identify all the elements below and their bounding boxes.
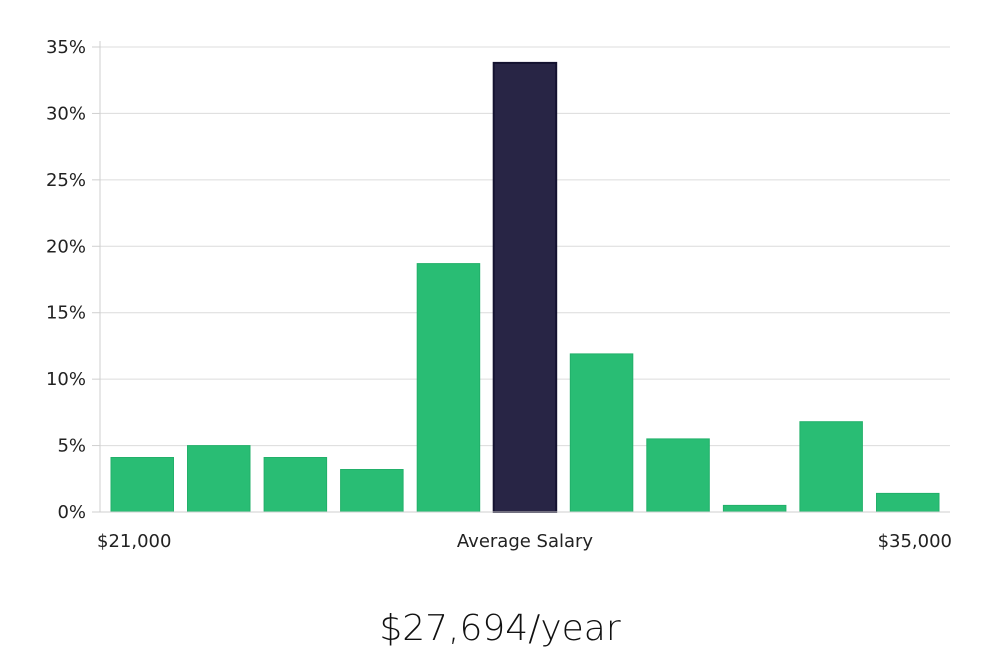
y-axis-ticks: 0% 5% 10% 15% 20% 25% 30% 35% [46,37,100,523]
histogram-bar [110,457,174,513]
x-label-min-salary: $21,000 [97,531,171,552]
average-salary-value: $27,694/year [379,608,621,649]
y-tick-label: 0% [57,502,86,523]
y-tick-label: 25% [46,170,86,191]
y-tick-label: 5% [57,436,86,457]
y-tick-label: 15% [46,303,86,324]
histogram-bar [569,353,634,513]
y-tick-label: 30% [46,103,86,124]
y-tick-label: 35% [46,37,86,58]
histogram-bar [187,445,251,513]
histogram-bar [646,438,710,513]
salary-histogram: 0% 5% 10% 15% 20% 25% 30% 35% $21,000 Average S… [46,37,952,552]
histogram-bar [416,263,481,513]
histogram-bars [110,61,940,514]
histogram-bar [722,504,787,513]
histogram-bar [263,457,328,513]
y-tick-label: 20% [46,236,86,257]
histogram-bar [799,421,863,513]
x-label-average-salary: Average Salary [457,531,594,552]
histogram-bar [340,469,404,513]
histogram-bar-average [492,61,558,514]
y-tick-label: 10% [46,369,86,390]
histogram-bar [876,492,940,513]
x-label-max-salary: $35,000 [878,531,952,552]
